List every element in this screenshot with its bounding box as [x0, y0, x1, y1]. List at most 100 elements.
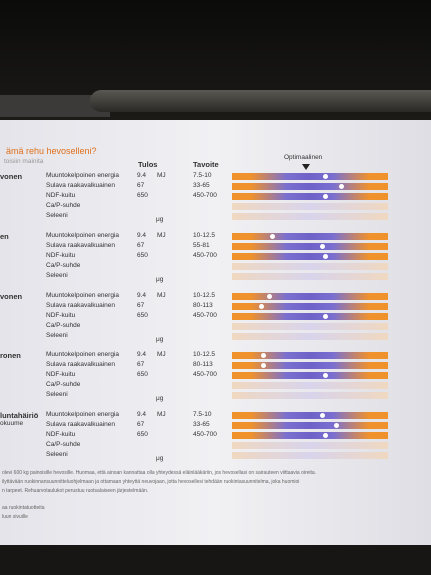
desk-bottom: [0, 545, 431, 575]
range-bar: [232, 422, 388, 429]
group-label: en: [0, 232, 9, 241]
result-dot: [260, 363, 266, 368]
nutrient-name: Sulava raakavalkuainen: [46, 242, 116, 249]
range-bar: [232, 382, 388, 389]
result-value: 9.4: [137, 292, 147, 299]
nutrient-name: Muuntokelpoinen energia: [46, 172, 119, 179]
nutrient-name: Ca/P-suhde: [46, 322, 81, 329]
unit: MJ: [157, 232, 166, 239]
target-range: 450-700: [193, 252, 217, 259]
result-value: 9.4: [137, 232, 147, 239]
target-range: 450-700: [193, 431, 217, 438]
nutrient-name: Sulava raakavalkuainen: [46, 302, 116, 309]
result-value: 67: [137, 182, 145, 189]
nutrient-name: NDF-kuitu: [46, 252, 76, 259]
result-dot: [323, 174, 329, 179]
range-bar: [232, 362, 388, 369]
nutrient-name: Seleeni: [46, 212, 68, 219]
range-bar: [232, 273, 388, 280]
result-dot: [259, 304, 265, 309]
range-bar: [232, 203, 388, 210]
nutrient-name: Sulava raakavalkuainen: [46, 361, 116, 368]
subtitle: toisiin mainita: [4, 158, 44, 165]
unit: MJ: [157, 351, 166, 358]
unit: μg: [156, 276, 164, 283]
nutrient-name: Seleeni: [46, 451, 68, 458]
result-value: 650: [137, 431, 148, 438]
range-bar: [232, 313, 388, 320]
nutrient-name: Muuntokelpoinen energia: [46, 232, 119, 239]
col-result: Tulos: [138, 160, 158, 169]
range-bar: [232, 392, 388, 399]
target-range: 450-700: [193, 371, 217, 378]
optimal-marker: [302, 164, 310, 170]
range-bar: [232, 432, 388, 439]
footer-text: olevi 600 kg painoisille hevosille. Huom…: [2, 470, 317, 476]
result-dot: [338, 184, 344, 189]
range-bar: [232, 293, 388, 300]
result-dot: [266, 294, 272, 299]
result-dot: [323, 314, 329, 319]
range-bar: [232, 193, 388, 200]
target-range: 450-700: [193, 312, 217, 319]
range-bar: [232, 243, 388, 250]
result-dot: [334, 423, 340, 428]
group-label: ronen: [0, 351, 21, 360]
range-bar: [232, 442, 388, 449]
nutrient-name: NDF-kuitu: [46, 312, 76, 319]
target-range: 33-65: [193, 182, 210, 189]
range-bar: [232, 352, 388, 359]
target-range: 10-12.5: [193, 232, 216, 239]
nutrient-name: Seleeni: [46, 332, 68, 339]
rug: [0, 95, 110, 117]
nutrient-name: Ca/P-suhde: [46, 262, 81, 269]
range-bar: [232, 323, 388, 330]
result-dot: [319, 413, 325, 418]
target-range: 80-113: [193, 361, 213, 368]
range-bar: [232, 303, 388, 310]
range-bar: [232, 173, 388, 180]
result-value: 9.4: [137, 172, 147, 179]
range-bar: [232, 372, 388, 379]
footer-text: luun sivuille: [2, 514, 28, 520]
result-value: 67: [137, 421, 145, 428]
screen: ämä rehu hevoselleni? toisiin mainita Tu…: [0, 120, 431, 545]
result-value: 67: [137, 302, 145, 309]
range-bar: [232, 213, 388, 220]
range-bar: [232, 233, 388, 240]
target-range: 7.5-10: [193, 411, 212, 418]
result-value: 67: [137, 361, 145, 368]
result-dot: [270, 234, 276, 239]
result-dot: [323, 433, 329, 438]
footer-text: n tarpeet. Rehuarvotaulukot perustuu ruo…: [2, 488, 149, 494]
nutrient-name: Ca/P-suhde: [46, 381, 81, 388]
nutrient-name: Muuntokelpoinen energia: [46, 351, 119, 358]
range-bar: [232, 452, 388, 459]
group-sublabel: okuume: [0, 420, 24, 427]
nutrient-name: Muuntokelpoinen energia: [46, 292, 119, 299]
unit: MJ: [157, 172, 166, 179]
result-value: 650: [137, 371, 148, 378]
target-range: 7.5-10: [193, 172, 212, 179]
nutrient-name: Seleeni: [46, 391, 68, 398]
result-dot: [323, 373, 329, 378]
target-range: 80-113: [193, 302, 213, 309]
col-optimal: Optimaalinen: [284, 154, 323, 161]
range-bar: [232, 253, 388, 260]
group-label: vonen: [0, 292, 23, 301]
result-value: 650: [137, 312, 148, 319]
result-dot: [260, 353, 266, 358]
unit: μg: [156, 395, 164, 402]
result-dot: [319, 244, 325, 249]
nutrient-name: Sulava raakavalkuainen: [46, 421, 116, 428]
range-bar: [232, 333, 388, 340]
nutrient-name: Sulava raakavalkuainen: [46, 182, 116, 189]
nutrient-name: Ca/P-suhde: [46, 441, 81, 448]
nutrient-name: Muuntokelpoinen energia: [46, 411, 119, 418]
result-dot: [323, 194, 329, 199]
unit: MJ: [157, 292, 166, 299]
target-range: 450-700: [193, 192, 217, 199]
unit: MJ: [157, 411, 166, 418]
nutrient-name: NDF-kuitu: [46, 192, 76, 199]
result-value: 9.4: [137, 411, 147, 418]
